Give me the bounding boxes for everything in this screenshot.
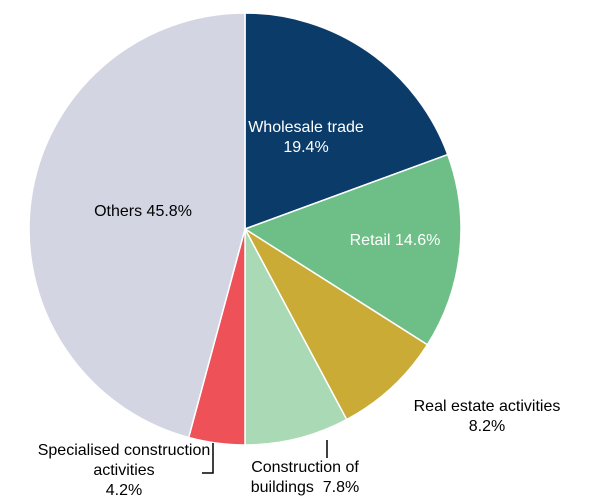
category-label: Others [94,203,143,220]
pie-slice [244,228,348,446]
category-label: Construction of buildings [250,459,359,496]
slice-label: Construction of buildings 7.8% [235,458,375,498]
value-label: 19.4% [283,139,329,156]
slice-label: Real estate activities 8.2% [387,397,587,437]
value-label: 8.2% [468,418,506,435]
category-label: Wholesale trade [248,119,364,136]
pie-slice [244,12,449,231]
value-label: 45.8% [146,203,192,220]
category-label: Real estate activities [413,398,561,415]
leader-line [202,443,214,474]
slice-label: Others 45.8% [58,202,228,222]
slice-label: Wholesale trade 19.4% [226,118,386,158]
pie-slice [243,153,462,346]
value-label: 7.8% [322,479,360,496]
value-label: 14.6% [394,232,441,249]
slice-label: Retail 14.6% [325,231,465,251]
pie-slice [28,12,246,439]
pie-slice [242,226,429,421]
slice-label: Specialised construction activities 4.2% [37,441,212,501]
category-label: Specialised construction activities [37,442,211,479]
value-label: 4.2% [105,482,143,499]
category-label: Retail [349,232,391,249]
